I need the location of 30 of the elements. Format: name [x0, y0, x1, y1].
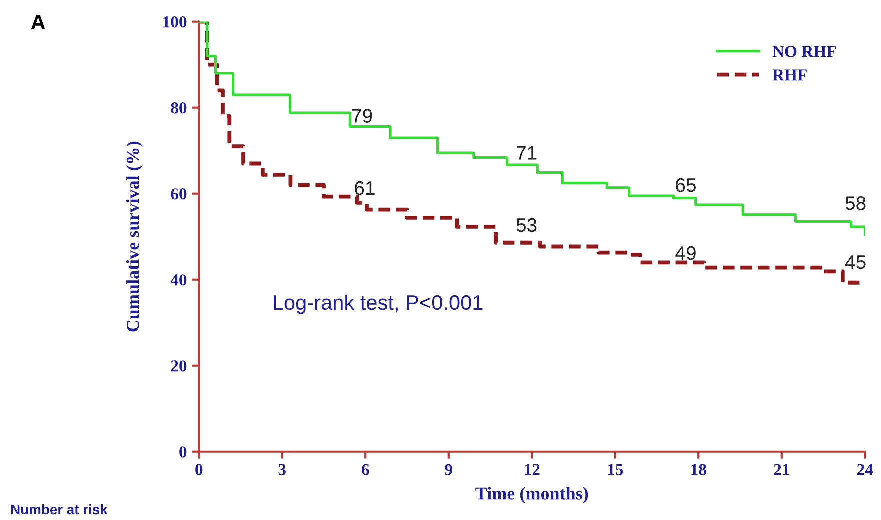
annotation: 65 [676, 178, 696, 192]
y-tick-label: 20 [171, 360, 187, 372]
x-tick-label: 21 [774, 464, 790, 476]
text: Number at risk [12, 504, 108, 515]
annotation: 49 [676, 246, 696, 260]
legend-label: NO RHF [772, 46, 836, 58]
x-tick-label: 18 [692, 464, 706, 476]
annotation: 71 [516, 146, 537, 160]
text: A [31, 15, 46, 30]
x-tick-label: 15 [608, 464, 624, 476]
x-tick-label: 0 [196, 464, 203, 476]
annotation: Log-rank test, P<0.001 [274, 294, 483, 314]
y-tick-label: 60 [171, 188, 187, 200]
annotation: 61 [355, 181, 375, 196]
y-axis-title: Cumulative survival (%) [126, 142, 143, 332]
y-tick-label: 0 [180, 446, 187, 458]
x-tick-label: 3 [278, 464, 286, 476]
annotation: 53 [516, 218, 537, 232]
legend-label: RHF [772, 70, 807, 81]
y-tick-label: 100 [164, 16, 187, 28]
y-tick-label: 80 [171, 102, 187, 114]
x-tick-label: 9 [445, 464, 452, 476]
annotation: 58 [846, 196, 866, 210]
annotation: 45 [845, 256, 866, 270]
y-tick-label: 40 [170, 274, 187, 286]
x-tick-label: 24 [858, 464, 874, 476]
annotation: 79 [352, 109, 372, 123]
x-tick-label: 12 [525, 464, 540, 476]
x-axis-title: Time (months) [476, 487, 588, 504]
x-tick-label: 6 [362, 464, 370, 476]
